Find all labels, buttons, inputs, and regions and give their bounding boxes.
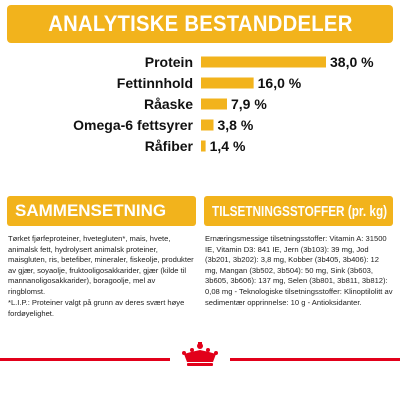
composition-title: SAMMENSETNING: [15, 201, 167, 220]
bar: [201, 98, 227, 110]
value-label: 3,8 %: [218, 117, 254, 133]
category-label: Råaske: [144, 96, 193, 112]
additives-text: Ernæringsmessige tilsetningsstoffer: Vit…: [205, 234, 393, 307]
category-label: Omega-6 fettsyrer: [73, 117, 193, 133]
nutrient-bar-chart: Protein 38,0 % Fettinnhold 16,0 % Råaske 7,9 …: [73, 54, 374, 154]
footer-line-right: [230, 358, 400, 361]
value-label: 38,0 %: [330, 54, 374, 70]
crown-logo-icon: [182, 342, 218, 366]
additives-title: TILSETNINGSSTOFFER (pr. kg): [212, 202, 388, 220]
additives-header: TILSETNINGSSTOFFER (pr. kg): [204, 196, 393, 226]
value-label: 7,9 %: [231, 96, 267, 112]
category-label: Protein: [145, 54, 193, 70]
category-label: Fettinnhold: [117, 75, 193, 91]
footer-line-left: [0, 358, 170, 361]
composition-text: Tørket fjørfeproteiner, hvetegluten*, ma…: [8, 234, 194, 296]
bar: [201, 56, 326, 68]
category-label: Råfiber: [145, 138, 194, 154]
bar: [201, 140, 206, 152]
section-header: ANALYTISKE BESTANDDELER: [7, 5, 393, 43]
bar: [201, 77, 254, 89]
value-label: 16,0 %: [258, 75, 302, 91]
composition-header: SAMMENSETNING: [7, 196, 196, 226]
bar: [201, 119, 214, 131]
value-label: 1,4 %: [210, 138, 246, 154]
composition-footnote: *L.I.P.: Proteiner valgt på grunn av der…: [8, 298, 185, 318]
page-title: ANALYTISKE BESTANDDELER: [47, 11, 353, 36]
